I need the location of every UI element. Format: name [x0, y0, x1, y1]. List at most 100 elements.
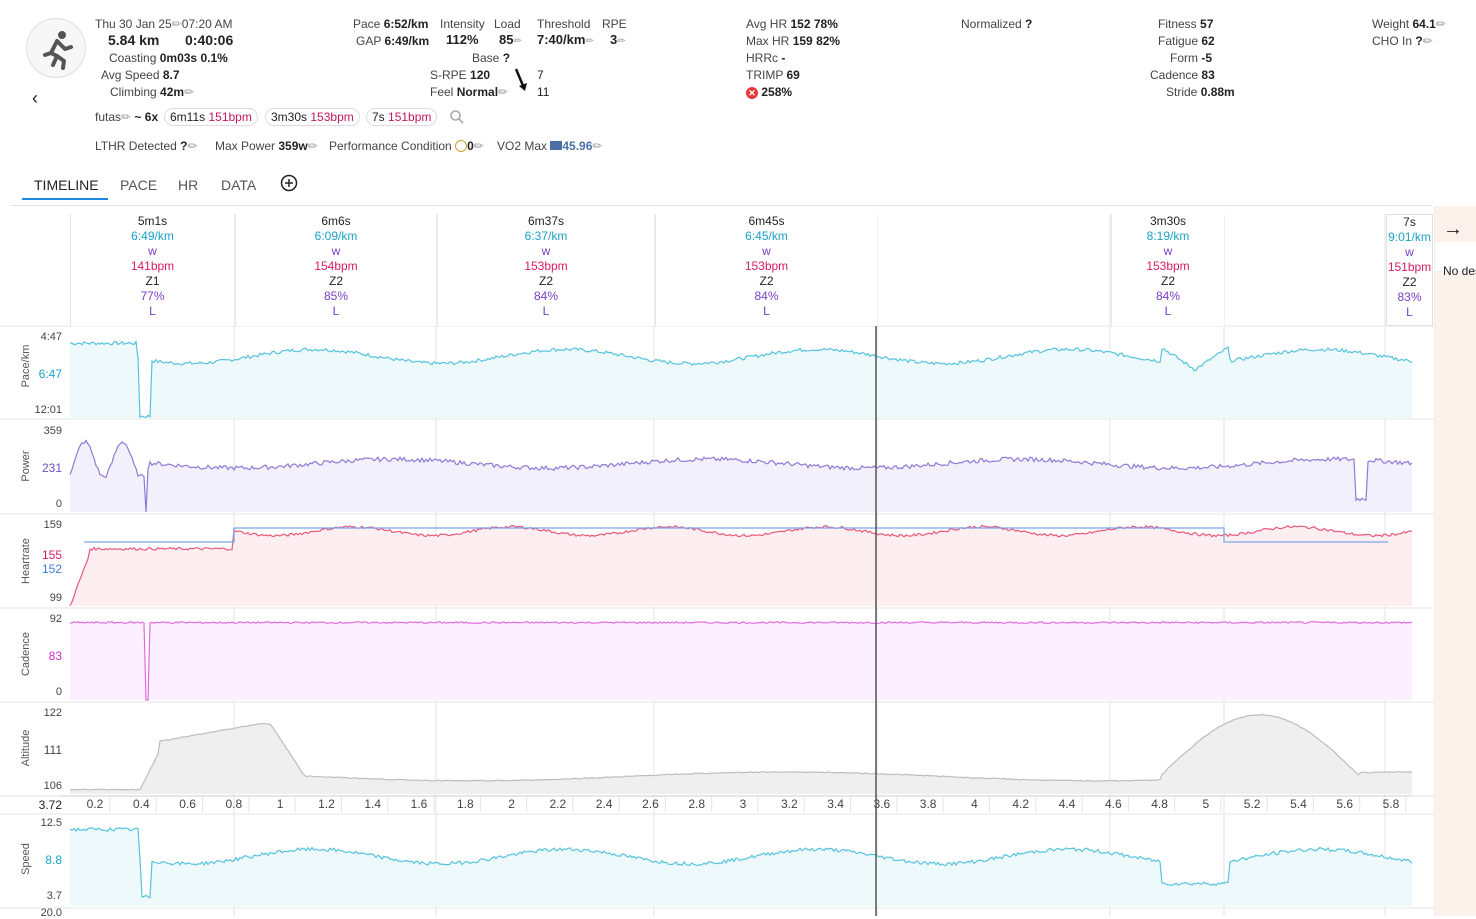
tab-data[interactable]: DATA: [221, 177, 257, 193]
x-tick-label: 3: [740, 797, 747, 811]
x-tick-label: 4: [971, 797, 978, 811]
lap-l: L: [1406, 305, 1413, 319]
pill-duration: 7s: [372, 110, 385, 124]
lap-header[interactable]: 6m45s 6:45/km w 153bpm Z2 84% L: [655, 214, 877, 326]
lap-l: L: [1164, 304, 1172, 318]
pace-tick-mid: 6:47: [38, 367, 62, 381]
edit-feel-icon[interactable]: ✏: [498, 85, 509, 99]
warning-icon: ✕: [746, 87, 758, 99]
max-hr-label: Max HR: [746, 34, 790, 48]
lap-header[interactable]: 7s 9:01/km w 151bpm Z2 83% L: [1386, 214, 1433, 326]
x-tick-label: 4.8: [1151, 797, 1168, 811]
pace-trace-fill: [70, 341, 1412, 418]
edit-vo2-icon[interactable]: ✏: [592, 139, 603, 153]
gap-value: 6:49/km: [384, 34, 430, 48]
trend-arrow-icon: [514, 68, 527, 91]
x-tick-label: 2.2: [550, 797, 567, 811]
back-chevron-icon[interactable]: ‹: [32, 88, 38, 108]
interval-summary: ~ 6x: [134, 110, 159, 124]
x-tick-label: 1.6: [411, 797, 428, 811]
cadence-value: 83: [1201, 68, 1215, 82]
add-tab-icon[interactable]: [280, 174, 298, 192]
hr-tick-top: 159: [43, 519, 62, 531]
lap-l: L: [763, 304, 770, 318]
alt-tick-top: 122: [43, 707, 62, 719]
x-tick-label: 2.8: [688, 797, 705, 811]
max-power-label: Max Power: [215, 139, 276, 153]
speed-trace-line: [69, 827, 1413, 899]
load-label: Load: [494, 17, 521, 31]
edit-rpe-icon[interactable]: ✏: [617, 36, 626, 47]
edit-date-icon[interactable]: ✏: [171, 17, 182, 31]
stride-value: 0.88m: [1200, 85, 1235, 99]
avg-speed-value: 8.7: [162, 68, 180, 82]
edit-perf-icon[interactable]: ✏: [473, 139, 484, 153]
alt-tick-bottom: 106: [43, 780, 62, 792]
interval-name[interactable]: futas: [95, 110, 122, 124]
lap-header[interactable]: 5m1s 6:49/km w 141bpm Z1 77% L: [70, 214, 234, 326]
lthr-label: LTHR Detected: [95, 139, 177, 153]
lap-zone: Z2: [1402, 275, 1417, 289]
vo2-value: 45.96: [562, 139, 593, 153]
srpe-arrow-value: 7: [537, 68, 544, 82]
tab-timeline[interactable]: TIMELINE: [34, 177, 99, 193]
cadence-tick-top: 92: [49, 613, 62, 625]
timeline-chart[interactable]: 0.2 0.4 0.6 0.8 1 1.2 1.4 1.6 1.8 2 2.2 2.4 2.6 2.8 3 3…: [0, 206, 1434, 916]
hr-trace-line: [69, 524, 1413, 606]
cho-label: CHO In: [1372, 34, 1413, 48]
perf-condition-value: 0: [467, 139, 474, 153]
pill-duration: 3m30s: [271, 110, 308, 124]
lap-w: w: [1405, 245, 1414, 259]
feel-arrow-value: 11: [537, 85, 550, 99]
x-tick-label: 1: [277, 797, 284, 811]
coasting-value: 0m03s: [159, 51, 198, 65]
lap-time: 5m1s: [137, 214, 168, 228]
lap-time: 6m37s: [527, 214, 565, 228]
avg-hr-label: Avg HR: [746, 17, 788, 31]
x-tick-label: 2.4: [596, 797, 613, 811]
date-text: Thu 30 Jan 25: [95, 17, 172, 31]
running-icon: [43, 31, 73, 70]
x-tick-label: 3.8: [920, 797, 937, 811]
pill-bpm: 151bpm: [208, 110, 252, 124]
lap-zone: Z2: [538, 274, 553, 288]
edit-cho-icon[interactable]: ✏: [1422, 34, 1433, 48]
pace-tick-top: 4:47: [40, 331, 62, 343]
interval-pill[interactable]: 6m11s 151bpm: [164, 108, 258, 126]
feel-value: Normal: [456, 85, 499, 99]
edit-weight-icon[interactable]: ✏: [1435, 17, 1446, 31]
x-axis-start: 3.72: [38, 798, 62, 812]
avg-hr-pct: 78%: [813, 17, 838, 31]
lthr-value: ?: [180, 139, 188, 153]
climbing-label: Climbing: [110, 85, 157, 99]
intensity-value: 112%: [446, 32, 479, 47]
edit-threshold-icon[interactable]: ✏: [585, 36, 594, 47]
x-tick-label: 0.4: [133, 797, 150, 811]
pace-trace-line: [69, 339, 1413, 419]
rpe-value: 3: [610, 32, 618, 47]
expand-arrow-icon[interactable]: →: [1443, 218, 1463, 240]
interval-pill[interactable]: 3m30s 153bpm: [265, 108, 360, 126]
form-label: Form: [1170, 51, 1198, 65]
lap-pct: 84%: [754, 289, 779, 303]
edit-load-icon[interactable]: ✏: [513, 36, 522, 47]
interval-pill[interactable]: 7s 151bpm: [366, 108, 438, 126]
warning-value: 258%: [761, 85, 793, 99]
tab-pace[interactable]: PACE: [120, 177, 158, 193]
lap-hr: 141bpm: [130, 259, 175, 273]
edit-maxpower-icon[interactable]: ✏: [307, 139, 318, 153]
speed-tick-top: 12.5: [40, 817, 62, 829]
edit-climbing-icon[interactable]: ✏: [184, 85, 195, 99]
hr-tick-mid1: 155: [41, 548, 62, 562]
edit-interval-icon[interactable]: ✏: [121, 110, 132, 124]
lap-header[interactable]: 6m6s 6:09/km w 154bpm Z2 85% L: [235, 214, 436, 326]
lap-header[interactable]: 6m37s 6:37/km w 153bpm Z2 84% L: [437, 214, 654, 326]
edit-lthr-icon[interactable]: ✏: [187, 139, 198, 153]
lap-pct: 84%: [1155, 289, 1181, 303]
normalized-value: ?: [1025, 17, 1033, 31]
search-icon[interactable]: [449, 109, 465, 125]
lap-header[interactable]: 3m30s 8:19/km w 153bpm Z2 84% L: [1111, 214, 1224, 326]
form-value: -5: [1201, 51, 1213, 65]
cadence-tick-bottom: 0: [55, 686, 62, 698]
tab-hr[interactable]: HR: [178, 177, 199, 193]
